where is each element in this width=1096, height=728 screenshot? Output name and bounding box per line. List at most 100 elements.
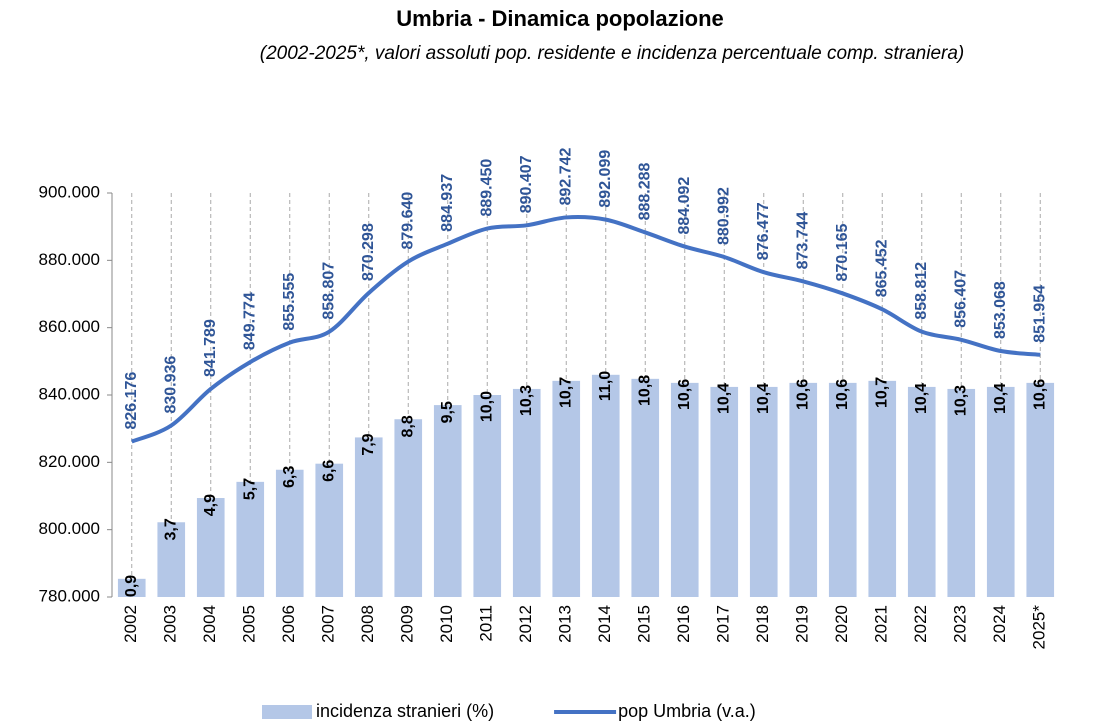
bar — [631, 378, 660, 597]
chart-subtitle: (2002-2025*, valori assoluti pop. reside… — [260, 43, 964, 64]
chart-title: Umbria - Dinamica popolazione — [396, 6, 724, 31]
bar — [236, 481, 265, 597]
bar — [552, 380, 581, 597]
line-label: 884.937 — [439, 174, 456, 232]
line-label: 892.099 — [597, 150, 614, 208]
line-label: 880.992 — [715, 187, 732, 245]
line-label: 892.742 — [557, 147, 574, 205]
y-tick-label: 880.000 — [39, 250, 100, 269]
bar-label: 10,7 — [873, 377, 890, 408]
x-tick-label: 2009 — [398, 605, 417, 643]
x-tick-label: 2007 — [319, 605, 338, 643]
y-tick-label: 860.000 — [39, 317, 100, 336]
line-label: 889.450 — [478, 159, 495, 217]
line-label: 853.068 — [992, 281, 1009, 339]
x-tick-label: 2002 — [121, 605, 140, 643]
bar — [1026, 382, 1055, 597]
line-label: 865.452 — [873, 239, 890, 297]
line-label: 858.812 — [913, 262, 930, 320]
bar-label: 10,4 — [913, 383, 930, 414]
bar — [710, 386, 739, 597]
bar — [354, 437, 383, 597]
bar — [868, 380, 897, 597]
x-tick-label: 2023 — [951, 605, 970, 643]
line-label: 873.744 — [794, 211, 811, 269]
bar — [670, 382, 699, 597]
line-label: 890.407 — [518, 155, 535, 213]
x-tick-label: 2011 — [477, 605, 496, 642]
bar-label: 0,9 — [123, 575, 140, 597]
x-tick-label: 2006 — [279, 605, 298, 643]
x-tick-label: 2022 — [911, 605, 930, 643]
line-label: 830.936 — [162, 356, 179, 414]
bar-label: 10,3 — [952, 385, 969, 416]
line — [130, 215, 1041, 444]
bar — [749, 386, 778, 597]
bar-label: 7,9 — [360, 433, 377, 455]
x-tick-label: 2015 — [635, 605, 654, 643]
x-tick-label: 2013 — [556, 605, 575, 643]
line-label: 870.165 — [834, 224, 851, 282]
legend-label: incidenza stranieri (%) — [316, 701, 494, 721]
x-tick-label: 2016 — [674, 605, 693, 643]
bar-label: 10,6 — [676, 379, 693, 410]
line-label: 841.789 — [202, 319, 219, 377]
x-tick-label: 2005 — [240, 605, 259, 643]
x-tick-label: 2021 — [872, 605, 891, 643]
x-tick-label: 2019 — [793, 605, 812, 643]
y-tick-label: 800.000 — [39, 519, 100, 538]
line-label: 849.774 — [241, 292, 258, 350]
bar-label: 6,3 — [281, 466, 298, 488]
x-tick-label: 2017 — [714, 605, 733, 643]
bar — [789, 382, 818, 597]
bar-label: 10,0 — [478, 391, 495, 422]
x-tick-label: 2012 — [516, 605, 535, 643]
bar — [394, 419, 423, 597]
x-tick-label: 2024 — [990, 605, 1009, 643]
bar-label: 5,7 — [241, 478, 258, 500]
bar-label: 10,7 — [557, 377, 574, 408]
bar — [433, 405, 462, 597]
line-label: 851.954 — [1031, 285, 1048, 343]
line-label: 858.807 — [320, 262, 337, 320]
x-tick-label: 2008 — [358, 605, 377, 643]
legend-label: pop Umbria (v.a.) — [618, 701, 756, 721]
bar — [947, 388, 976, 597]
line-label: 826.176 — [123, 372, 140, 430]
x-tick-label: 2025* — [1030, 605, 1049, 650]
line-label: 876.477 — [755, 202, 772, 260]
line-label: 884.092 — [676, 177, 693, 235]
bar — [275, 469, 304, 597]
bar — [512, 388, 541, 597]
y-tick-label: 840.000 — [39, 384, 100, 403]
bar — [315, 463, 344, 597]
bar-label: 10,6 — [1031, 379, 1048, 410]
bar — [591, 374, 620, 597]
x-tick-label: 2014 — [595, 605, 614, 643]
x-tick-label: 2018 — [753, 605, 772, 643]
legend-swatch — [262, 705, 312, 719]
bar — [117, 578, 146, 597]
bar-label: 10,4 — [755, 383, 772, 414]
line-label: 870.298 — [360, 223, 377, 281]
bar-label: 3,7 — [162, 518, 179, 540]
bar-label: 10,8 — [636, 375, 653, 406]
bar — [473, 395, 502, 597]
bar — [907, 386, 936, 597]
bar-label: 10,4 — [715, 383, 732, 414]
bar-label: 10,3 — [518, 385, 535, 416]
bar — [157, 522, 186, 597]
bar-label: 4,9 — [202, 494, 219, 516]
bar-label: 8,8 — [399, 415, 416, 437]
x-tick-label: 2020 — [832, 605, 851, 643]
bar-label: 10,6 — [834, 379, 851, 410]
bar — [828, 382, 857, 597]
bar-label: 6,6 — [320, 460, 337, 482]
bar-label: 9,5 — [439, 401, 456, 423]
x-tick-label: 2004 — [200, 605, 219, 643]
bar — [196, 498, 225, 597]
line-label: 856.407 — [952, 270, 969, 328]
line-label: 855.555 — [281, 273, 298, 331]
x-tick-label: 2003 — [161, 605, 180, 643]
